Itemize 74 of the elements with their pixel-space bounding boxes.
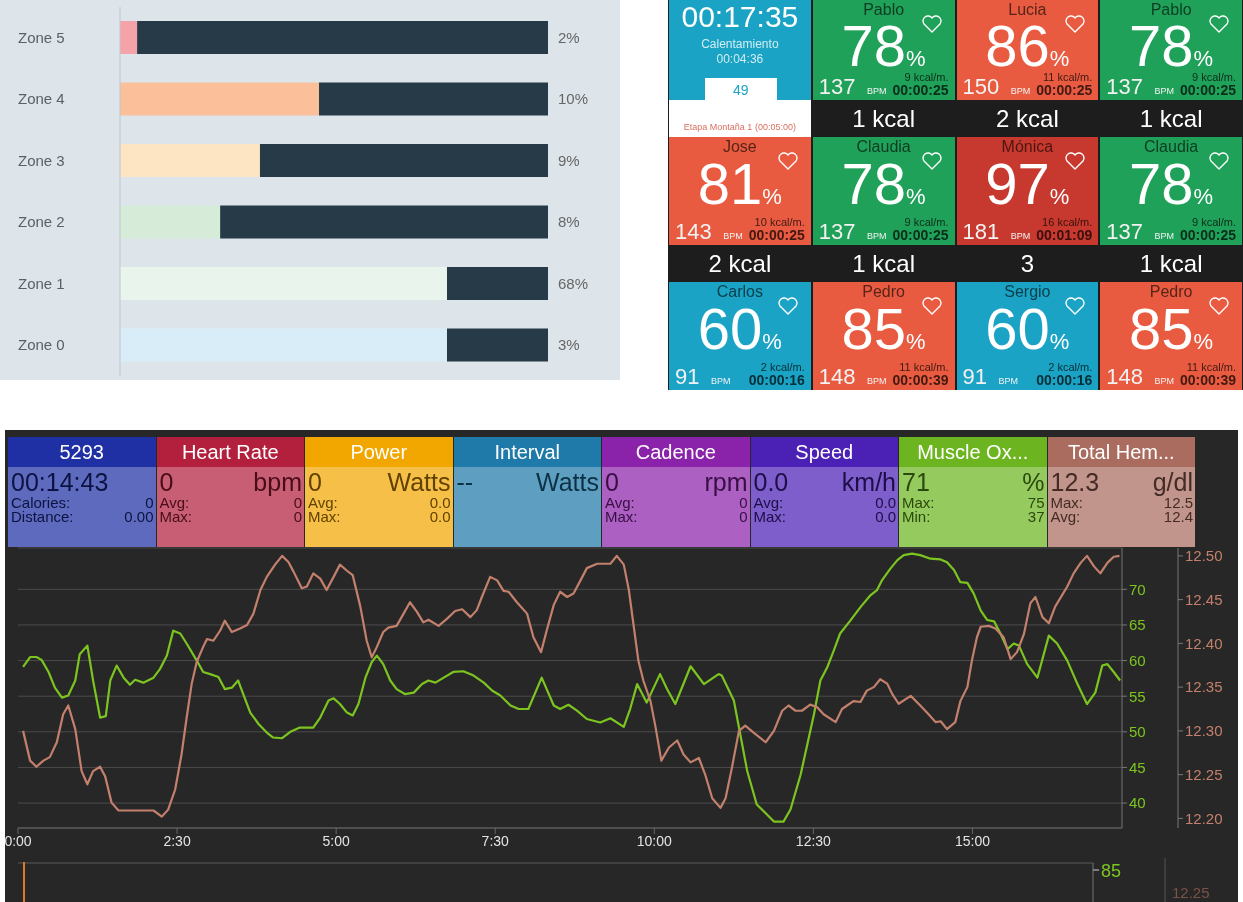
category-label: Interval [453,437,601,467]
text: 00:17:35 Calentamiento 00:04:36 49 Etapa Montaña 1 (00:05:00) [681,0,799,132]
bar [120,82,320,116]
x-tick-label: 10:00 [636,832,673,849]
y-tick-label: 60 [1129,651,1146,669]
bar [259,144,548,177]
category-label: Pablo [1150,1,1192,18]
text: 1 kcal [852,104,915,132]
text: 0 Watts Avg: 0.0 Max: 0.0 [308,468,451,525]
x-tick-label: 12:30 [795,832,832,849]
y-tick-label: 40 [1129,794,1146,812]
category-label: 5293 [8,437,156,467]
y-tick-label: Zone 2 [18,213,65,231]
bar [220,205,548,239]
text: 1 kcal [1139,249,1203,277]
category-label: Total Hem... [1047,437,1195,467]
category-label: Heart Rate [156,437,304,467]
bar [120,205,221,239]
y-tick-label: Zone 1 [18,274,65,292]
bar [120,21,138,54]
bar [137,21,548,54]
x-tick-label: 15:00 [954,832,991,849]
y2-tick-label: 12.45 [1185,590,1223,608]
y-tick-label: Zone 4 [18,90,65,108]
text: 0.0 km/h Avg: 0.0 Max: 0.0 [753,468,896,525]
text: -- Watts [456,468,599,496]
bar [120,328,447,362]
text: 00:14:43 Calories: 0 Distance: 0.00 [11,468,154,525]
y-tick-label: 65 [1129,616,1146,634]
y2-tick-label: 12.25 [1185,765,1223,783]
y2-tick-label: 12.50 [1185,547,1223,565]
category-label: Muscle Ox... [899,437,1047,467]
text: 2 kcal [996,104,1059,132]
category-label: Speed [750,437,898,467]
text: 71 % Max: 75 Min: 37 [902,468,1045,525]
text: 85 [1101,861,1122,881]
text: 9% [558,151,580,170]
text: 0 rpm Avg: 0 Max: 0 [605,468,748,525]
text: 10% [558,90,589,109]
text: 68% [558,274,589,293]
y-tick-label: 55 [1129,687,1146,705]
text: 3% [558,336,580,355]
x-tick-label: 0:00 [4,832,32,849]
y-tick-label: Zone 0 [18,336,65,354]
text: 2 kcal [708,249,772,277]
category-label: Lucia [1008,1,1047,18]
y2-tick-label: 12.20 [1185,809,1223,827]
text: 1 kcal [1139,104,1203,132]
y-tick-label: Zone 5 [18,28,65,46]
text: 1 kcal [852,249,915,277]
y-tick-label: 50 [1129,723,1146,741]
y2-tick-label: 12.35 [1185,678,1223,696]
y2-tick-label: 12.30 [1185,722,1223,740]
y2-tick-label: 12.40 [1185,634,1223,652]
category-label: Pablo [863,1,905,18]
category-label: Cadence [602,437,750,467]
bar [120,144,260,177]
y-tick-label: 70 [1129,580,1146,598]
text: 8% [558,213,580,232]
text: 12.3 g/dl Max: 12.5 Avg: 12.4 [1050,468,1193,525]
text: 2% [558,28,580,47]
text: 0 bpm Avg: 0 Max: 0 [159,468,302,525]
x-tick-label: 7:30 [481,832,510,849]
bar [319,82,548,116]
x-tick-label: 2:30 [163,832,191,849]
bar [120,267,447,300]
x-tick-label: 5:00 [322,832,350,849]
bar [446,328,548,362]
category-label: Power [305,437,453,467]
y-tick-label: 45 [1129,758,1146,776]
text: 3 [1020,249,1035,277]
y-tick-label: Zone 3 [18,151,65,169]
bar [446,267,548,300]
text: 12.25 [1172,884,1210,901]
